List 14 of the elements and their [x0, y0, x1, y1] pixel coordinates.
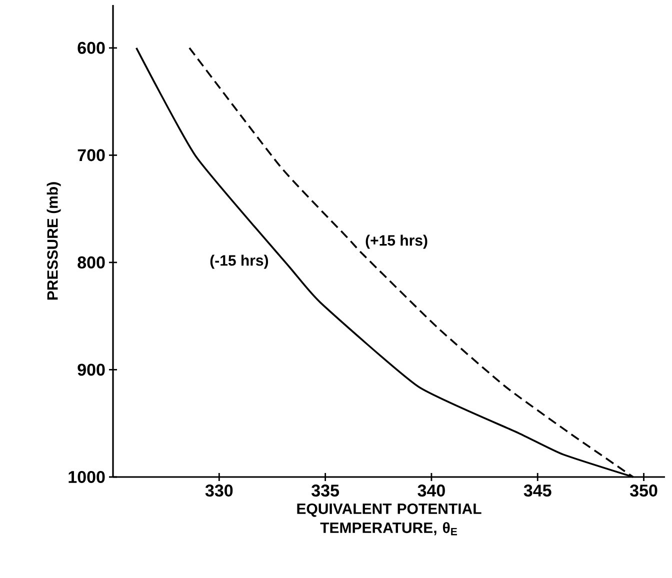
series-label: (-15 hrs) — [210, 254, 268, 269]
x-axis-title: EQUIVALENT POTENTIAL TEMPERATURE, θ$_{E}$ — [297, 503, 482, 536]
y-axis-title: PRESSURE (mb) — [46, 182, 61, 300]
x-tick-label: 345 — [524, 484, 552, 497]
x-tick-label: 340 — [418, 484, 445, 497]
y-tick-label: 900 — [78, 364, 105, 376]
series-label: (+15 hrs) — [366, 234, 428, 249]
y-tick-label: 600 — [78, 42, 105, 54]
y-tick-label: 800 — [78, 256, 105, 268]
x-tick-label: 335 — [312, 484, 340, 497]
x-tick-label: 330 — [205, 484, 233, 497]
y-tick-label: 700 — [78, 149, 105, 162]
x-tick-label: 350 — [630, 484, 658, 497]
y-tick-label: 1000 — [68, 470, 105, 484]
